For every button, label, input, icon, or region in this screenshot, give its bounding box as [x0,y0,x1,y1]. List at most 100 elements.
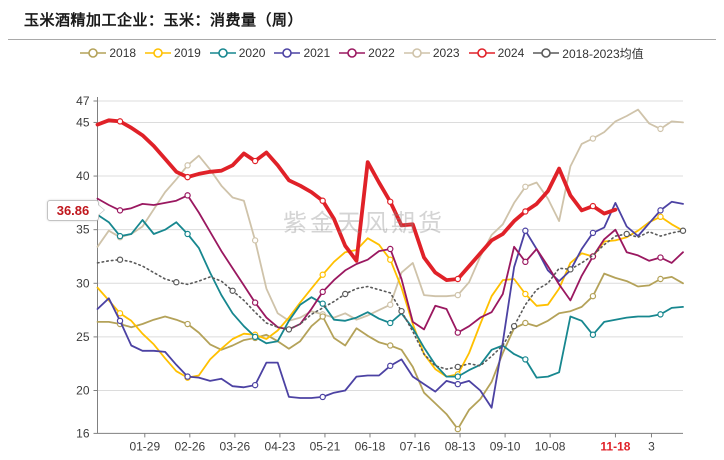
x-tick-label-02-26: 02-26 [174,439,205,453]
x-tick-label-05-21: 05-21 [310,439,341,453]
series-marker-2024 [589,202,597,210]
legend-item-2020[interactable]: 2020 [209,46,266,60]
legend-line-circle-icon [209,48,236,58]
legend-label: 2023 [432,46,460,60]
x-tick-label-3: 3 [648,439,655,453]
legend-line-circle-icon [403,48,430,58]
series-marker-2018-2023均值 [116,256,124,263]
legend-label: 2018 [109,46,137,60]
series-marker-2018-2023均值 [173,279,180,286]
series-marker-2021 [522,227,529,234]
series-marker-2020 [657,311,664,318]
x-tick-label-08-13: 08-13 [445,439,476,453]
series-marker-2024 [319,197,326,204]
chart-title: 玉米酒精加工企业：玉米：消费量（周） [24,12,304,29]
x-tick-label-07-16: 07-16 [400,439,431,453]
legend-item-2023[interactable]: 2023 [403,46,460,60]
legend-label: 2021 [303,46,331,60]
series-marker-2022 [319,288,326,296]
y-tick-label: 47 [76,94,90,108]
series-marker-2023 [251,237,259,244]
legend-line-circle-icon [339,48,366,58]
legend-label: 2018-2023均值 [562,46,644,61]
series-marker-2020 [251,333,259,341]
legend-item-2019[interactable]: 2019 [145,46,201,60]
y-tick-label: 20 [76,384,90,398]
series-marker-2018-2023均值 [454,363,462,371]
title-divider [8,39,716,40]
series-marker-2020 [387,319,394,327]
legend-label: 2020 [238,46,266,60]
series-marker-2023 [657,125,664,133]
series-marker-2021 [251,381,259,389]
series-marker-2022 [116,207,124,214]
series-marker-2019 [116,310,124,317]
series-marker-2021 [387,362,394,370]
series-marker-2021 [589,229,597,237]
y-tick-label: 35 [76,223,90,237]
legend-item-2018-2023均值[interactable]: 2018-2023均值 [533,45,644,62]
series-marker-2021 [657,207,664,214]
series-marker-2018 [387,342,394,349]
series-marker-2018 [319,313,326,320]
legend-item-2022[interactable]: 2022 [339,46,395,60]
x-tick-label-09-10: 09-10 [490,439,521,453]
legend-line-circle-icon [80,48,107,58]
series-marker-2023 [184,162,191,169]
series-marker-2020 [184,230,191,238]
series-marker-2023 [589,135,597,142]
series-marker-2021 [184,373,191,380]
series-line-2018-2023均值 [96,229,684,370]
series-marker-2018-2023均值 [229,287,236,294]
series-marker-2023 [387,301,394,308]
series-line-2024 [95,118,618,283]
series-marker-2024 [454,275,462,283]
x-tick-label-01-29: 01-29 [129,439,160,453]
series-marker-2022 [657,254,664,261]
series-marker-2023 [522,183,529,190]
series-marker-2018-2023均值 [679,227,687,234]
series-marker-2021 [319,393,326,401]
legend-line-circle-icon [145,48,172,58]
series-marker-2022 [387,245,394,253]
current-value-callout: 36.86 [47,200,104,221]
series-marker-2022 [184,192,191,199]
series-marker-2020 [319,300,326,307]
series-marker-2020 [589,331,597,338]
series-marker-2020 [116,232,124,240]
series-marker-2024 [184,173,191,181]
legend-line-circle-icon [274,48,301,58]
series-marker-2018 [454,425,462,433]
series-marker-2019 [657,213,664,221]
series-marker-2020 [454,373,462,380]
series-marker-2018-2023均值 [567,266,574,273]
y-tick-label: 40 [76,169,90,183]
series-marker-2018 [589,292,597,300]
series-line-2022 [96,194,684,334]
y-tick-label: 16 [76,426,90,440]
legend-item-2021[interactable]: 2021 [274,46,330,60]
y-tick-label: 30 [76,276,90,290]
legend-item-2024[interactable]: 2024 [468,46,525,60]
legend-label: 2022 [368,46,395,60]
series-marker-2018 [657,275,664,283]
legend-line-circle-icon [533,48,560,58]
x-tick-label-10-08: 10-08 [535,439,566,453]
series-marker-2021 [454,380,462,388]
y-tick-label: 25 [76,330,90,344]
series-marker-2024 [522,208,529,215]
series-marker-2018 [184,320,191,328]
series-marker-2020 [522,356,529,363]
series-marker-2018-2023均值 [398,307,405,315]
series-line-2023 [96,108,684,322]
current-value-label: 36.86 [56,203,90,218]
legend-label: 2024 [497,46,525,60]
series-marker-2022 [454,329,462,336]
x-tick-label-11-18: 11-18 [600,439,630,453]
series-marker-2019 [319,271,326,278]
legend-item-2018[interactable]: 2018 [80,46,136,60]
series-marker-2023 [454,291,462,299]
legend-line-circle-icon [468,48,495,58]
